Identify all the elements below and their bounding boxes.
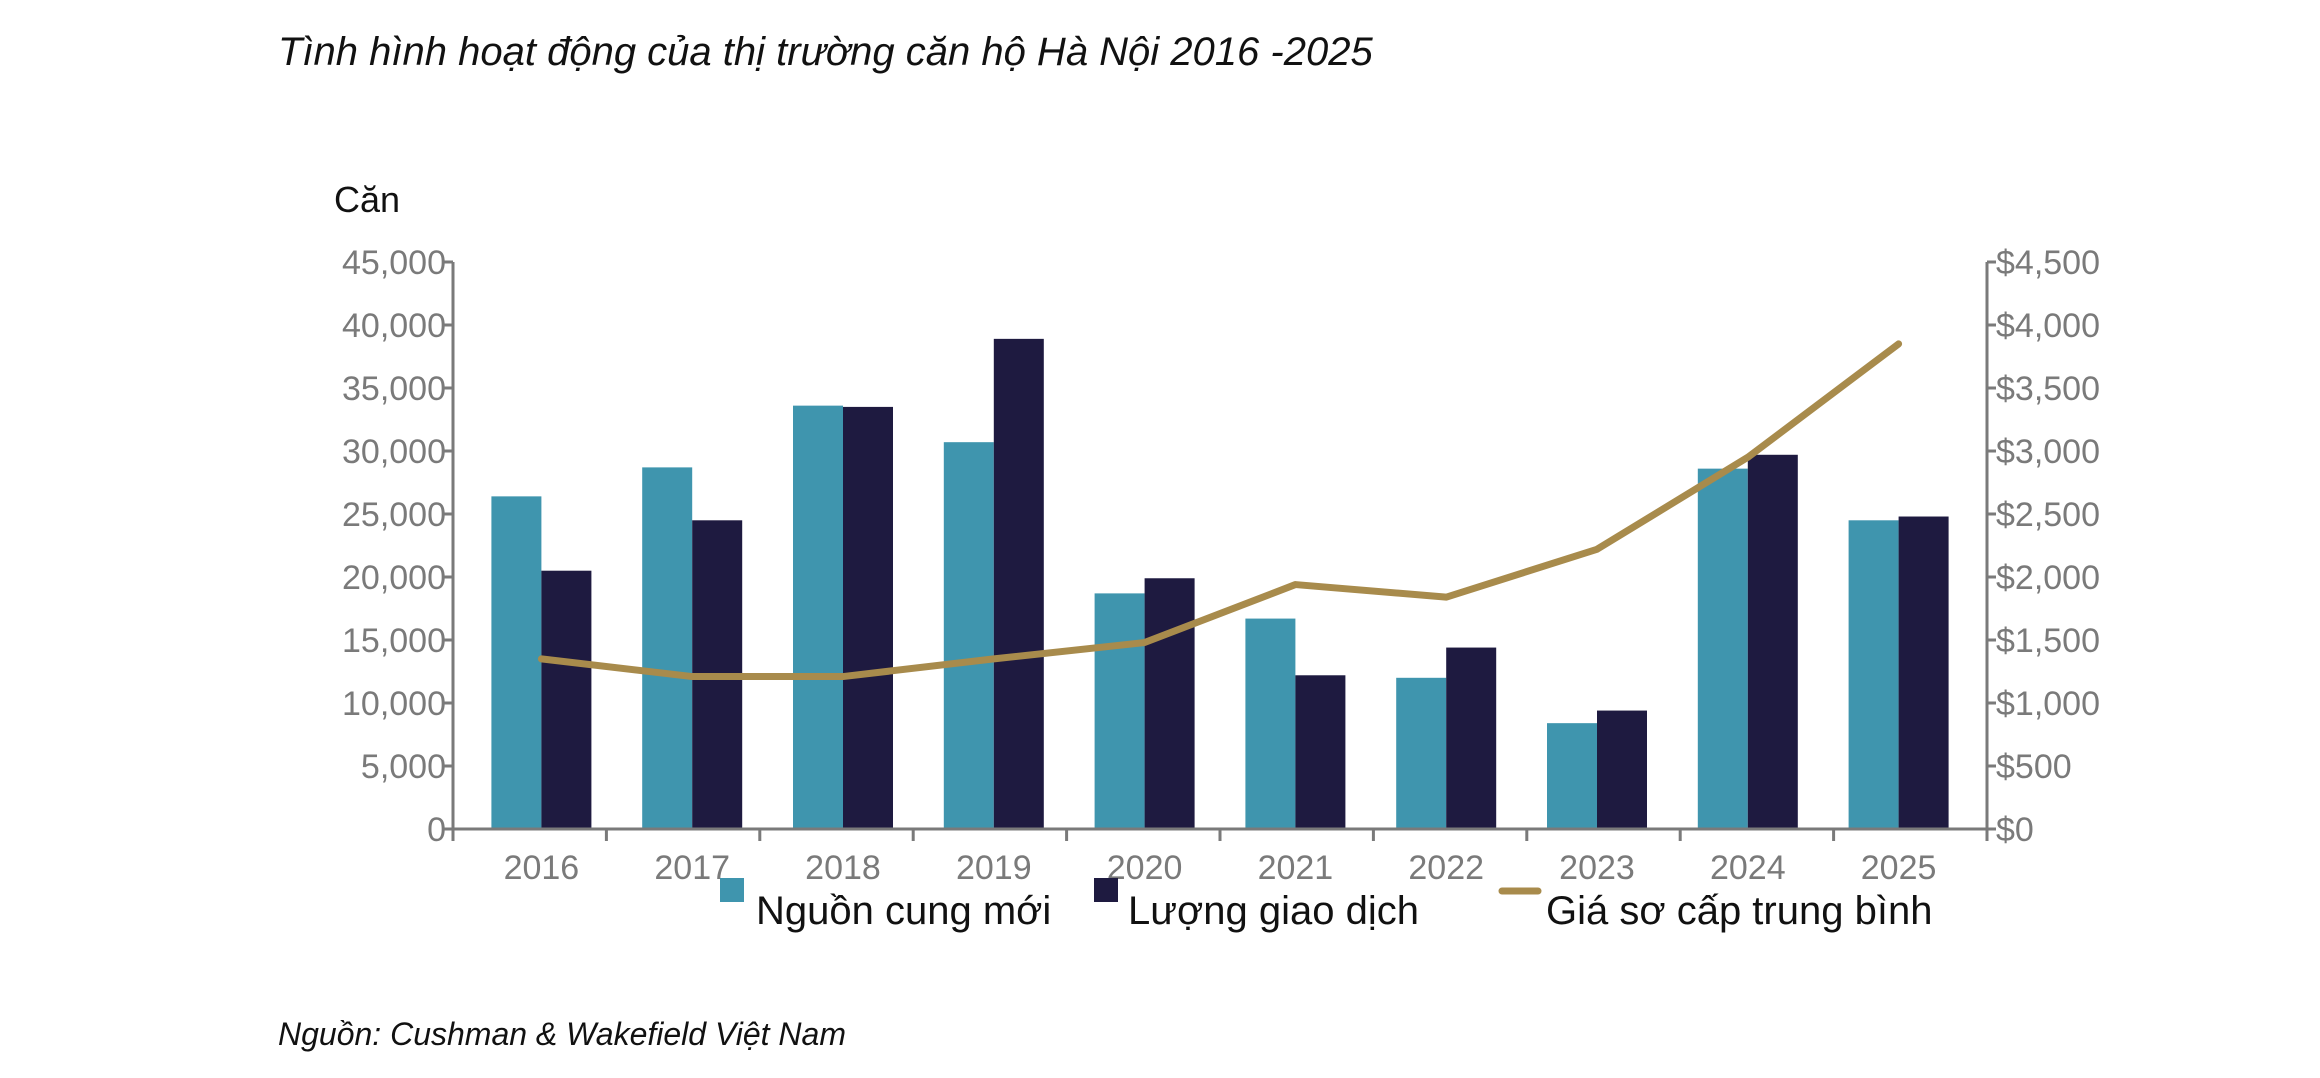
y-left-tick-label: 25,000 (342, 496, 446, 534)
x-tick-label-2020: 2020 (1107, 849, 1183, 887)
bar-supply-2021 (1245, 618, 1296, 829)
y-left-tick-label: 0 (427, 811, 446, 849)
x-tick-label-2023: 2023 (1559, 849, 1635, 887)
y-right-tick-label: $3,500 (1996, 370, 2100, 408)
legend-swatch-supply (720, 878, 744, 902)
bar-supply-2025 (1848, 520, 1899, 829)
legend-label-supply: Nguồn cung mới (756, 889, 1051, 933)
y-left-tick-label: 15,000 (342, 622, 446, 660)
y-axis-unit-label: Căn (334, 179, 400, 220)
y-left-tick-label: 20,000 (342, 559, 446, 597)
bar-transactions-2025 (1898, 516, 1949, 829)
x-tick-label-2017: 2017 (654, 849, 730, 887)
legend-swatch-transactions (1094, 878, 1118, 902)
y-right-tick-label: $3,000 (1996, 433, 2100, 471)
y-left-tick-label: 40,000 (342, 307, 446, 345)
bar-supply-2022 (1396, 677, 1447, 829)
bar-transactions-2022 (1446, 647, 1497, 829)
y-right-tick-label: $0 (1996, 811, 2034, 849)
bar-supply-2018 (793, 405, 843, 829)
bar-supply-2019 (943, 442, 994, 829)
y-right-tick-label: $4,500 (1996, 244, 2100, 282)
y-left-tick-label: 5,000 (361, 748, 446, 786)
x-tick-label-2019: 2019 (956, 849, 1032, 887)
y-right-tick-label: $1,500 (1996, 622, 2100, 660)
source-note: Nguồn: Cushman & Wakefield Việt Nam (278, 1016, 846, 1052)
bar-transactions-2019 (993, 338, 1044, 829)
y-right-tick-label: $2,000 (1996, 559, 2100, 597)
x-tick-label-2024: 2024 (1710, 849, 1786, 887)
y-left-tick-label: 45,000 (342, 244, 446, 282)
bar-supply-2017 (642, 467, 693, 829)
bar-supply-2023 (1547, 723, 1597, 829)
chart-title: Tình hình hoạt động của thị trường căn h… (278, 30, 1373, 74)
legend-label-transactions: Lượng giao dịch (1128, 889, 1419, 933)
y-left-tick-label: 30,000 (342, 433, 446, 471)
bar-transactions-2020 (1144, 578, 1195, 829)
x-tick-label-2025: 2025 (1861, 849, 1937, 887)
axes-group: 0 5,000 10,000 15,000 20,000 25,000 30,000 35,0… (342, 244, 2100, 887)
bar-transactions-2024 (1747, 454, 1798, 829)
bar-transactions-2018 (843, 406, 893, 829)
bar-transactions-2021 (1295, 675, 1346, 829)
x-tick-label-2016: 2016 (504, 849, 580, 887)
y-right-tick-label: $2,500 (1996, 496, 2100, 534)
x-tick-label-2018: 2018 (805, 849, 881, 887)
bar-supply-2024 (1697, 468, 1748, 829)
y-right-tick-label: $4,000 (1996, 307, 2100, 345)
price-series-line (537, 340, 1903, 681)
y-left-tick-label: 35,000 (342, 370, 446, 408)
bars-group (491, 338, 1949, 829)
bar-supply-2016 (491, 496, 542, 829)
bar-supply-2020 (1094, 593, 1145, 829)
y-right-tick-label: $500 (1996, 748, 2072, 786)
y-right-tick-label: $1,000 (1996, 685, 2100, 723)
x-tick-label-2021: 2021 (1258, 849, 1334, 887)
bar-transactions-2023 (1597, 710, 1647, 829)
y-left-tick-label: 10,000 (342, 685, 446, 723)
x-tick-label-2022: 2022 (1408, 849, 1484, 887)
legend: Nguồn cung mới Lượng giao dịch Giá sơ cấ… (720, 878, 1932, 933)
legend-label-price: Giá sơ cấp trung bình (1546, 889, 1932, 933)
price-line-group (537, 340, 1903, 681)
bar-transactions-2016 (541, 570, 592, 829)
